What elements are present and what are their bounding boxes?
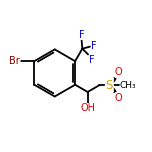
Text: OH: OH [80, 103, 95, 113]
Text: O: O [115, 67, 122, 77]
Text: CH₃: CH₃ [120, 81, 136, 90]
Text: Br: Br [9, 56, 20, 66]
Text: F: F [91, 41, 97, 51]
Text: F: F [89, 55, 94, 65]
Text: F: F [79, 30, 84, 40]
Text: O: O [115, 93, 122, 103]
Text: S: S [106, 79, 113, 92]
